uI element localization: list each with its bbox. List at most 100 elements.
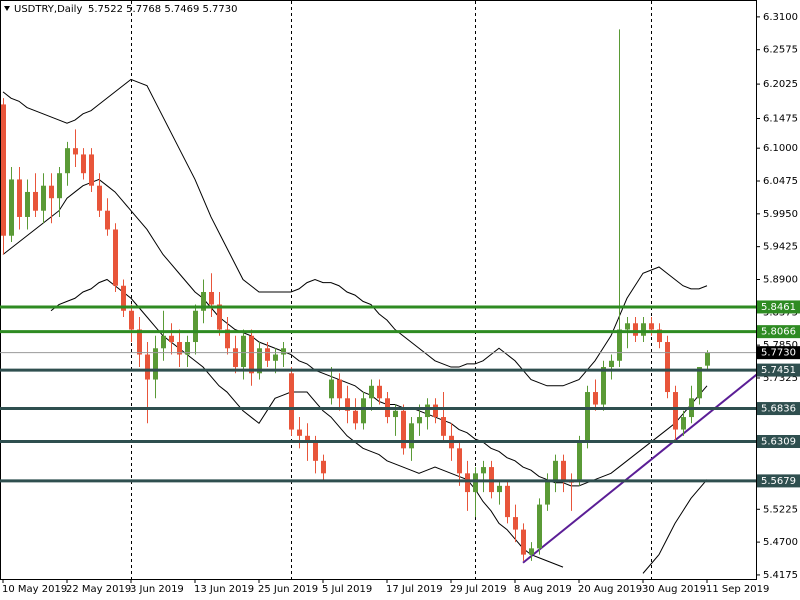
candle-body [377, 385, 382, 399]
candle-body [409, 423, 414, 449]
candle-body [697, 367, 702, 399]
candle-body [313, 442, 318, 461]
candle-body [297, 429, 302, 436]
candle-body [553, 460, 558, 480]
candle-body [681, 417, 686, 430]
y-tick-label: 5.8900 [763, 274, 798, 285]
candle-body [233, 348, 238, 368]
candle-body [185, 342, 190, 355]
candle-body [193, 310, 198, 343]
y-tick-label: 5.4175 [763, 570, 798, 581]
y-tick-label: 5.9950 [763, 209, 798, 220]
y-tick-label: 5.7325 [763, 373, 798, 384]
candle-body [305, 435, 310, 443]
level-label: 5.7451 [761, 365, 796, 376]
period-separators [131, 1, 652, 579]
candle-body [217, 304, 222, 330]
level-label: 5.6309 [761, 437, 796, 448]
candle-body [281, 348, 286, 355]
candle-body [529, 548, 534, 555]
x-tick-label: 5 Jul 2019 [322, 584, 372, 595]
y-tick-label: 6.1475 [763, 113, 798, 124]
candle-body [73, 148, 78, 155]
candle-body [473, 473, 478, 493]
chart-title: USDTRY,Daily [14, 4, 82, 15]
candle-body [1, 104, 6, 236]
candle-body [361, 398, 366, 424]
candle-body [505, 485, 510, 518]
candle-body [601, 367, 606, 405]
candle-body [49, 185, 54, 199]
y-tick-label: 5.7850 [763, 340, 798, 351]
title-icon [4, 6, 10, 11]
candle-body [481, 467, 486, 474]
candle-body [705, 352, 710, 366]
candle-body [209, 292, 214, 305]
candle-body [33, 191, 38, 211]
y-tick-label: 6.2025 [763, 79, 798, 90]
candle-body [249, 335, 254, 374]
x-tick-label: 25 Jun 2019 [258, 584, 318, 595]
candle-body [617, 329, 622, 361]
candle-body [177, 342, 182, 355]
candle-body [641, 323, 646, 336]
current-price-box [757, 346, 800, 360]
candle-body [41, 185, 46, 211]
level-label-box [757, 325, 800, 339]
level-label-box [757, 402, 800, 416]
x-tick-label: 30 Aug 2019 [642, 584, 706, 595]
candle-body [225, 329, 230, 349]
plot-frame [0, 0, 757, 580]
candle-body [241, 335, 246, 368]
x-tick-label: 10 May 2019 [2, 584, 67, 595]
x-tick-label: 22 May 2019 [66, 584, 131, 595]
trendline [522, 373, 756, 564]
candle-body [657, 329, 662, 343]
y-tick-label: 6.2575 [763, 45, 798, 56]
band-upper [2, 78, 708, 387]
level-label-box [757, 435, 800, 449]
x-tick-label: 8 Aug 2019 [514, 584, 572, 595]
plot-area [1, 29, 756, 574]
x-tick-label: 29 Jul 2019 [450, 584, 507, 595]
candle-body [513, 517, 518, 530]
candle-body [337, 379, 342, 399]
candle-body [289, 373, 294, 430]
candle-body [465, 473, 470, 493]
candle-body [457, 448, 462, 474]
candle-body [433, 404, 438, 418]
candle-body [561, 460, 566, 480]
band-lower [50, 278, 564, 568]
level-label: 5.8461 [761, 302, 796, 313]
candle-body [161, 335, 166, 349]
candle-body [649, 323, 654, 330]
candle-body [321, 460, 326, 474]
candle-body [129, 310, 134, 330]
candle-body [329, 379, 334, 399]
candle-body [201, 292, 206, 311]
candle-body [577, 442, 582, 480]
candle-body [609, 360, 614, 368]
y-tick-label: 5.9425 [763, 242, 798, 253]
candle-body [169, 335, 174, 343]
candle-body [353, 410, 358, 424]
x-tick-label: 13 Jun 2019 [194, 584, 254, 595]
candle-body [17, 179, 22, 217]
y-tick-label: 5.4700 [763, 537, 798, 548]
candle-body [497, 485, 502, 493]
level-label-box [757, 300, 800, 314]
candle-body [265, 348, 270, 361]
candle-body [625, 323, 630, 330]
band-lower [642, 479, 708, 574]
current-price-label: 5.7730 [761, 348, 796, 359]
candle-body [65, 148, 70, 174]
candle-body [633, 323, 638, 336]
candle-body [257, 348, 262, 374]
candle-body [81, 154, 86, 174]
candle-body [417, 417, 422, 424]
candle-body [441, 417, 446, 436]
candle-body [521, 529, 526, 555]
y-tick-label: 5.5225 [763, 504, 798, 515]
candle-body [145, 354, 150, 380]
